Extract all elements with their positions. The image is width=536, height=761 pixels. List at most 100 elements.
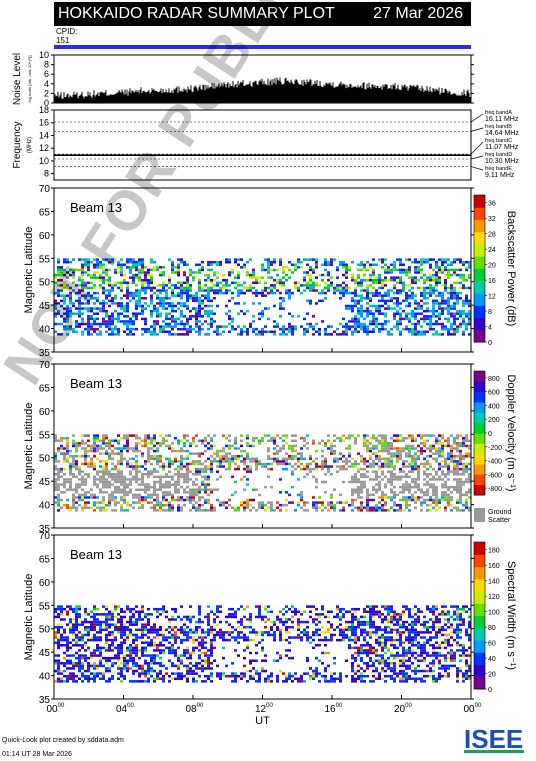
velocity-cell <box>213 506 216 510</box>
power-cell <box>210 260 213 264</box>
power-cell <box>282 333 285 336</box>
width-cell <box>120 656 123 660</box>
velocity-cell <box>411 457 414 461</box>
power-cell <box>183 302 186 305</box>
power-cell <box>420 330 423 334</box>
velocity-cell <box>381 503 384 507</box>
velocity-cell <box>267 439 270 443</box>
power-cell <box>192 297 195 300</box>
velocity-cell <box>408 491 411 494</box>
velocity-cell <box>210 447 213 450</box>
width-cell <box>93 618 96 621</box>
velocity-cell <box>426 447 429 450</box>
power-cell <box>381 266 384 269</box>
power-cell <box>360 307 363 310</box>
power-cell <box>93 286 96 290</box>
width-cell <box>60 625 63 629</box>
power-cell <box>453 294 456 297</box>
velocity-cell <box>372 460 375 463</box>
velocity-cell <box>363 444 366 448</box>
power-cell <box>84 286 87 290</box>
velocity-cell <box>144 485 147 489</box>
power-cell <box>99 286 102 290</box>
velocity-cell <box>381 434 384 437</box>
velocity-cell <box>450 460 453 463</box>
power-cell <box>168 317 171 321</box>
power-cell <box>279 291 282 295</box>
power-cell <box>396 320 399 323</box>
width-cell <box>57 607 60 611</box>
power-cell <box>315 260 318 264</box>
power-cell <box>57 294 60 297</box>
power-cell <box>345 276 348 279</box>
power-cell <box>270 284 273 287</box>
power-cell <box>150 268 153 272</box>
velocity-cell <box>153 475 156 479</box>
velocity-cell <box>111 483 114 486</box>
velocity-cell <box>444 473 447 476</box>
power-cell <box>72 258 75 261</box>
velocity-cell <box>198 452 201 455</box>
velocity-cell <box>258 503 261 507</box>
power-cell <box>105 297 108 300</box>
velocity-cell <box>318 465 321 468</box>
power-cell <box>147 268 150 272</box>
width-cell <box>111 664 114 668</box>
velocity-cell <box>330 506 333 510</box>
power-cell <box>66 307 69 310</box>
velocity-cell <box>309 462 312 466</box>
velocity-cell <box>75 509 78 512</box>
velocity-cell <box>180 457 183 461</box>
velocity-cell <box>441 491 444 494</box>
velocity-cell <box>387 480 390 484</box>
velocity-cell <box>69 483 72 486</box>
power-cell <box>378 286 381 290</box>
power-cell <box>147 304 150 308</box>
velocity-cell <box>105 452 108 455</box>
width-cell <box>69 605 72 608</box>
power-cell <box>243 266 246 269</box>
power-cell <box>105 320 108 323</box>
velocity-cell <box>135 478 138 481</box>
width-cell <box>135 628 138 632</box>
power-cell <box>435 278 438 282</box>
width-cell <box>75 620 78 624</box>
power-cell <box>315 289 318 292</box>
power-cell <box>216 271 219 274</box>
velocity-cell <box>180 496 183 499</box>
velocity-cell <box>465 467 468 471</box>
velocity-cell <box>102 434 105 437</box>
power-cell <box>87 291 90 295</box>
power-cell <box>111 330 114 334</box>
power-cell <box>342 333 345 336</box>
power-cell <box>402 268 405 272</box>
power-cell <box>78 289 81 292</box>
width-cell <box>57 662 60 665</box>
power-cell <box>108 289 111 292</box>
power-cell <box>432 276 435 279</box>
power-cell <box>450 263 453 267</box>
velocity-cell <box>177 465 180 468</box>
velocity-colorbar-tick-label: -600 <box>488 472 502 479</box>
width-cell <box>129 646 132 650</box>
velocity-cell <box>222 449 225 453</box>
velocity-cell <box>255 462 258 466</box>
velocity-cell <box>441 436 444 440</box>
width-cell <box>117 664 120 668</box>
velocity-cell <box>318 442 321 445</box>
velocity-cell <box>429 509 432 512</box>
width-cell <box>126 636 129 639</box>
power-cell <box>216 330 219 334</box>
power-cell <box>186 281 189 285</box>
power-cell <box>63 312 66 315</box>
width-cell <box>75 633 78 637</box>
velocity-cell <box>441 473 444 476</box>
width-cell <box>99 625 102 629</box>
velocity-cell <box>360 475 363 479</box>
power-cell <box>384 278 387 282</box>
power-cell <box>342 260 345 264</box>
velocity-cell <box>351 493 354 497</box>
power-cell <box>126 260 129 264</box>
power-cell <box>264 281 267 285</box>
width-cell <box>108 625 111 629</box>
